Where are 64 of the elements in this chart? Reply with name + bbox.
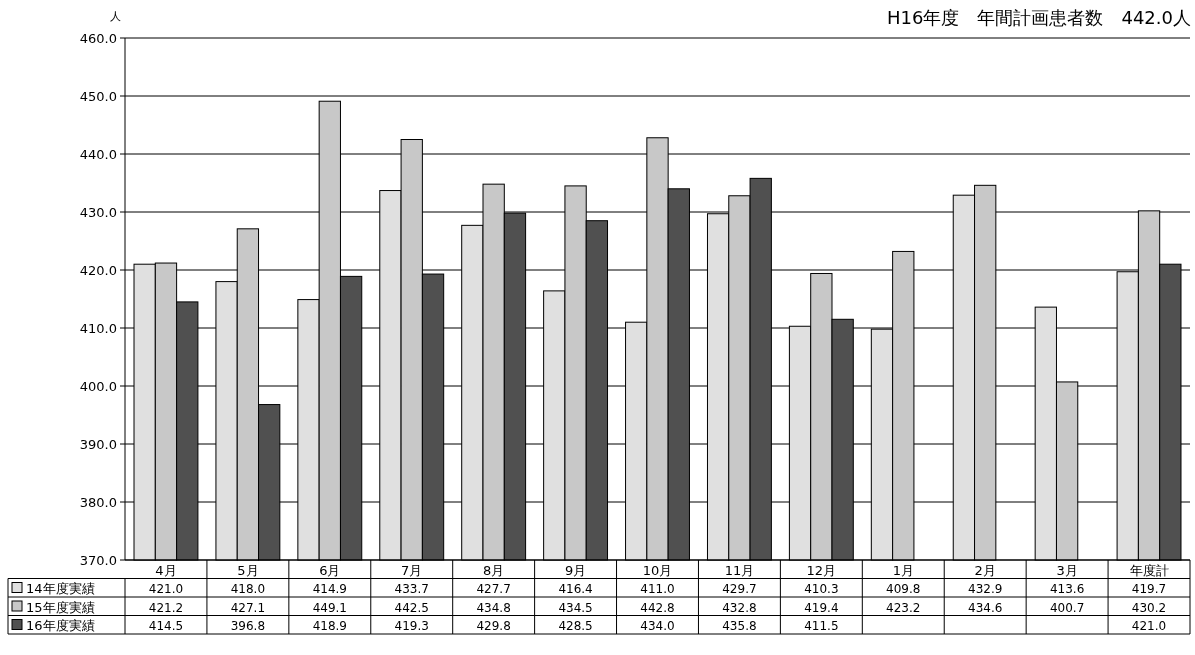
y-axis-title: 人 xyxy=(109,10,121,23)
x-tick-label: 8月 xyxy=(483,562,505,578)
data-label: 419.4 xyxy=(804,600,839,615)
data-label: 421.2 xyxy=(148,600,184,615)
x-tick-label: 12月 xyxy=(806,562,837,578)
data-label: 419.3 xyxy=(394,619,429,633)
y-tick-label: 420.0 xyxy=(79,263,117,278)
data-label: 414.5 xyxy=(148,619,184,633)
data-label: 400.7 xyxy=(1049,600,1085,615)
data-label: 418.0 xyxy=(230,582,266,596)
data-label: 434.0 xyxy=(640,619,675,633)
data-label: 429.8 xyxy=(476,619,511,633)
data-label: 433.7 xyxy=(394,582,429,596)
legend-label: 14年度実績 xyxy=(26,581,95,596)
data-label: 432.9 xyxy=(968,582,1003,596)
data-label: 413.6 xyxy=(1049,582,1085,596)
data-label: 429.7 xyxy=(722,582,757,596)
data-label: 410.3 xyxy=(804,582,839,596)
data-label: 419.7 xyxy=(1131,582,1167,596)
y-tick-label: 400.0 xyxy=(79,379,117,394)
data-label: 430.2 xyxy=(1131,600,1167,615)
data-label: 396.8 xyxy=(230,619,266,633)
data-label: 435.8 xyxy=(722,619,757,633)
y-tick-label: 460.0 xyxy=(79,31,117,46)
data-label: 434.5 xyxy=(558,600,593,615)
data-label: 432.8 xyxy=(722,600,757,615)
y-tick-label: 430.0 xyxy=(79,205,117,220)
x-tick-label: 9月 xyxy=(564,562,587,578)
data-label: 434.6 xyxy=(968,600,1003,615)
y-tick-label: 450.0 xyxy=(79,89,117,104)
x-tick-label: 2月 xyxy=(974,562,996,578)
y-tick-label: 390.0 xyxy=(79,437,117,452)
y-tick-label: 440.0 xyxy=(79,147,117,162)
x-tick-label: 1月 xyxy=(892,562,914,578)
data-label: 421.0 xyxy=(148,582,184,596)
x-tick-label: 3月 xyxy=(1056,562,1078,578)
x-tick-label: 5月 xyxy=(237,562,259,578)
chart-title: H16年度 年間計画患者数 442.0人 xyxy=(887,7,1191,28)
data-label: 427.7 xyxy=(476,582,511,596)
data-label: 411.5 xyxy=(804,619,839,633)
x-tick-label: 10月 xyxy=(642,562,673,578)
legend-label: 16年度実績 xyxy=(26,618,95,633)
data-label: 418.9 xyxy=(312,619,347,633)
data-label: 427.1 xyxy=(230,600,266,615)
y-tick-label: 370.0 xyxy=(79,553,117,568)
legend-label: 15年度実績 xyxy=(26,599,95,615)
data-label: 423.2 xyxy=(886,600,921,615)
data-label: 442.8 xyxy=(640,600,675,615)
data-label: 411.0 xyxy=(640,582,675,596)
data-label: 442.5 xyxy=(394,600,429,615)
data-label: 414.9 xyxy=(312,582,347,596)
y-tick-label: 410.0 xyxy=(79,321,117,336)
data-label: 421.0 xyxy=(1131,619,1167,633)
data-label: 428.5 xyxy=(558,619,593,633)
data-label: 434.8 xyxy=(476,600,511,615)
data-label: 449.1 xyxy=(312,600,347,615)
x-tick-label: 11月 xyxy=(724,562,755,578)
data-label: 409.8 xyxy=(886,582,921,596)
x-tick-label: 年度計 xyxy=(1129,562,1169,578)
x-tick-label: 6月 xyxy=(319,562,341,578)
x-tick-label: 7月 xyxy=(401,562,423,578)
x-tick-label: 4月 xyxy=(155,562,177,578)
data-label: 416.4 xyxy=(558,582,593,596)
y-tick-label: 380.0 xyxy=(79,495,117,510)
